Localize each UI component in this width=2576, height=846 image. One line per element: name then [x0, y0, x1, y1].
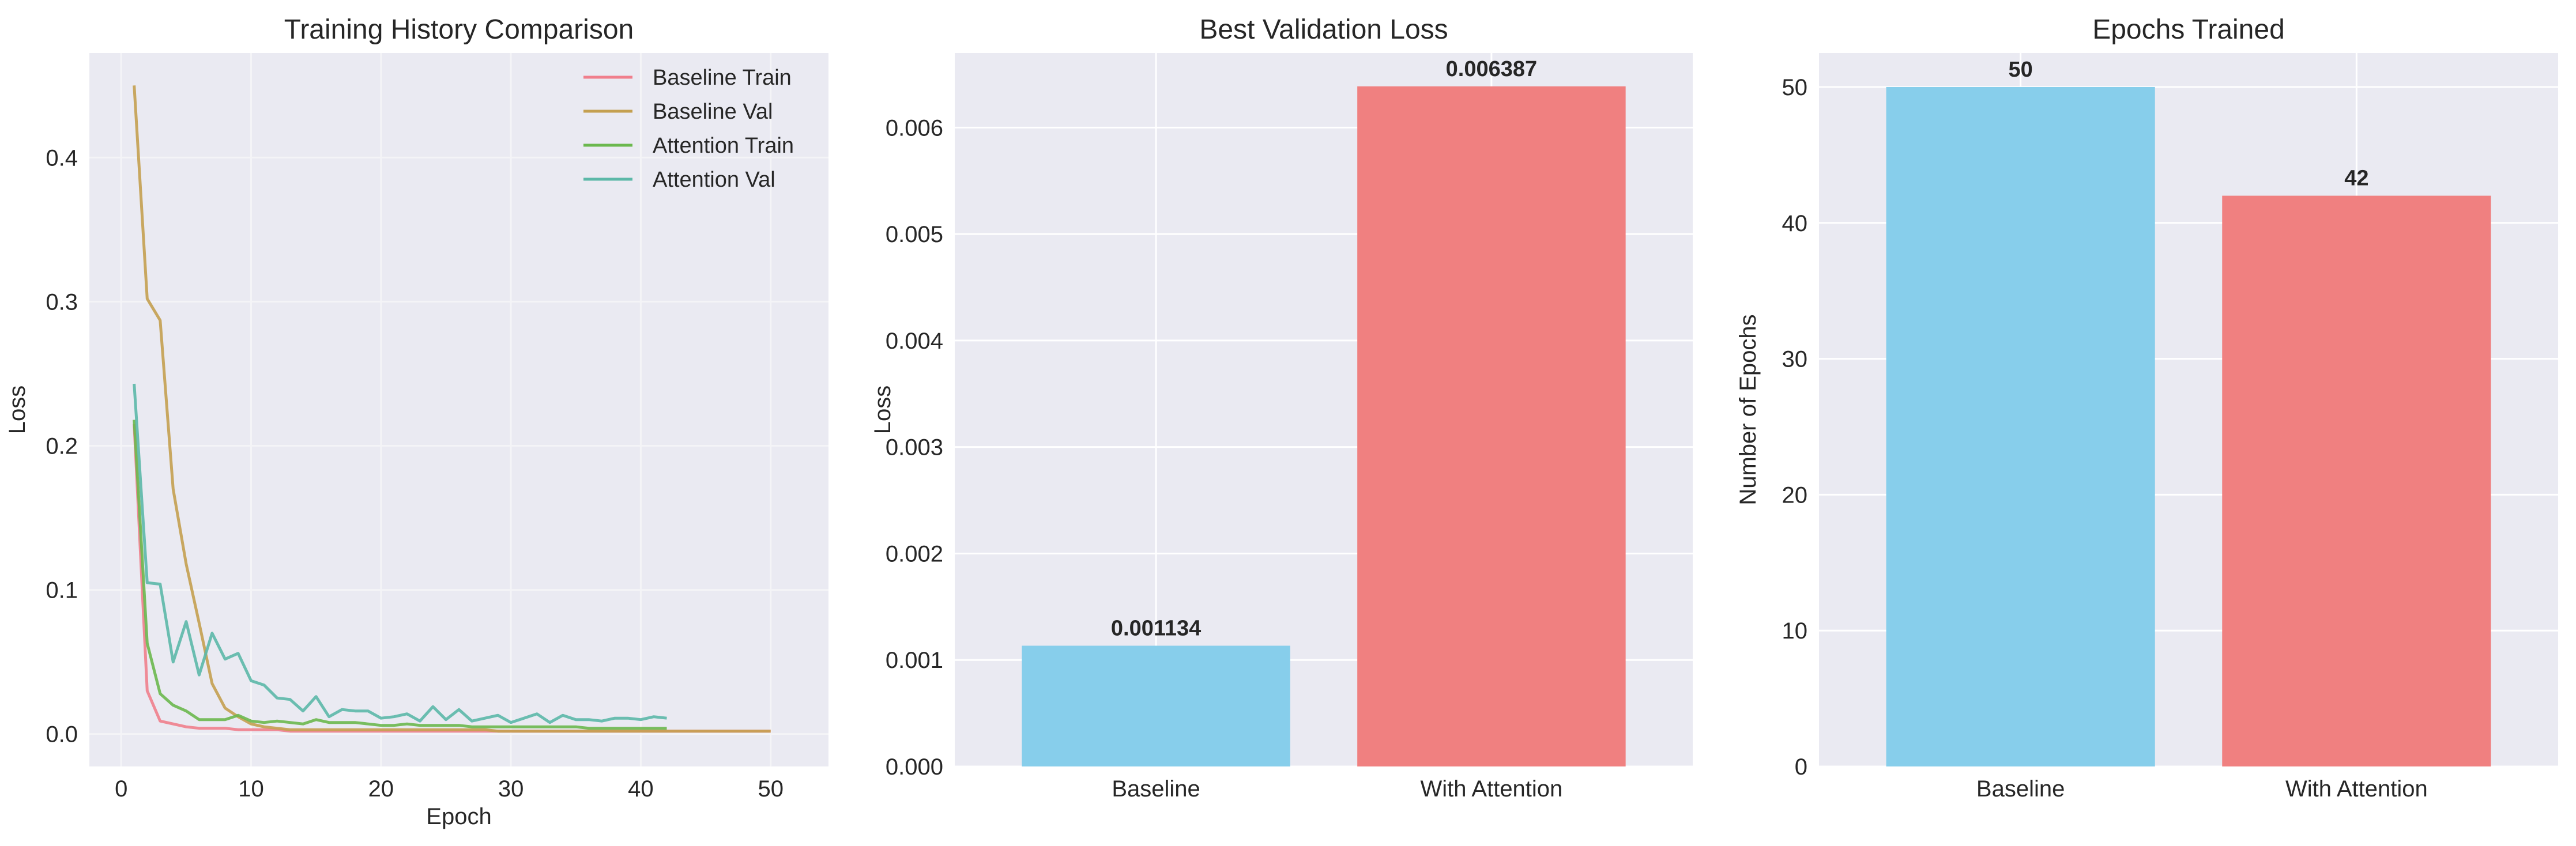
x-tick-label: 30	[498, 776, 524, 802]
y-tick-label: 0.003	[886, 435, 943, 460]
bar-value-label-with-attention: 42	[2344, 167, 2368, 191]
series-line-attention-val	[133, 383, 667, 724]
legend: Baseline Train Baseline Val Attention Trai…	[583, 66, 794, 192]
x-tick-label: 40	[628, 776, 654, 802]
x-tick-label-baseline: Baseline	[1112, 776, 1200, 802]
x-tick-label-with-attention: With Attention	[2285, 776, 2428, 802]
y-tick-label: 0.004	[886, 328, 943, 354]
y-axis-label: Number of Epochs	[1735, 314, 1761, 505]
y-tick-label: 30	[1782, 347, 1808, 372]
series-line-attention-train	[133, 420, 667, 730]
y-tick-label: 0.1	[46, 578, 78, 603]
y-tick-label: 0.002	[886, 541, 943, 566]
y-axis-label: Loss	[870, 386, 895, 435]
y-tick-label: 0	[1795, 754, 1807, 780]
y-tick-label: 0.2	[46, 434, 78, 459]
best-validation-loss-panel: Best Validation Loss Loss 0.000 0.001 0.002 0…	[870, 14, 1693, 802]
bar-with-attention	[2222, 195, 2491, 767]
y-tick-label: 0.000	[886, 754, 943, 780]
x-tick-label: 10	[238, 776, 264, 802]
x-axis-label: Epoch	[426, 804, 491, 829]
legend-label-baseline-train: Baseline Train	[653, 66, 792, 90]
y-tick-label: 50	[1782, 75, 1808, 100]
x-tick-label-with-attention: With Attention	[1421, 776, 1563, 802]
bar-value-label-baseline: 50	[2008, 58, 2032, 82]
bar-baseline	[1022, 645, 1290, 766]
chart-title: Epochs Trained	[2092, 14, 2285, 45]
epochs-trained-panel: Epochs Trained Number of Epochs 0 10 20 30 40 5…	[1735, 14, 2558, 802]
bar-value-label-baseline: 0.001134	[1111, 616, 1201, 640]
x-tick-label: 20	[368, 776, 394, 802]
x-tick-label: 50	[758, 776, 784, 802]
plot-area	[89, 53, 828, 766]
y-tick-label: 10	[1782, 618, 1808, 644]
chart-title: Best Validation Loss	[1199, 14, 1448, 45]
x-tick-label-baseline: Baseline	[1976, 776, 2065, 802]
y-tick-label: 0.3	[46, 289, 78, 315]
bar-baseline	[1886, 86, 2155, 766]
y-tick-label: 40	[1782, 211, 1808, 236]
legend-label-attention-val: Attention Val	[653, 168, 775, 192]
gridlines	[89, 53, 828, 766]
y-tick-label: 0.005	[886, 222, 943, 247]
y-axis-label: Loss	[5, 386, 30, 435]
y-tick-label: 0.001	[886, 648, 943, 673]
bar-value-label-with-attention: 0.006387	[1446, 57, 1538, 81]
legend-label-baseline-val: Baseline Val	[653, 100, 773, 124]
chart-title: Training History Comparison	[284, 14, 634, 45]
series-line-baseline-val	[133, 85, 771, 733]
y-tick-label: 0.4	[46, 145, 78, 171]
series-lines	[133, 85, 771, 733]
training-history-panel: Training History Comparison Loss Epoch 0 10 2…	[5, 14, 828, 829]
legend-label-attention-train: Attention Train	[653, 134, 794, 158]
y-tick-label: 0.0	[46, 722, 78, 747]
y-tick-label: 0.006	[886, 115, 943, 141]
bars	[1022, 86, 1626, 766]
x-tick-label: 0	[115, 776, 127, 802]
bar-with-attention	[1357, 86, 1626, 766]
bars	[1886, 86, 2491, 767]
y-tick-label: 20	[1782, 482, 1808, 508]
